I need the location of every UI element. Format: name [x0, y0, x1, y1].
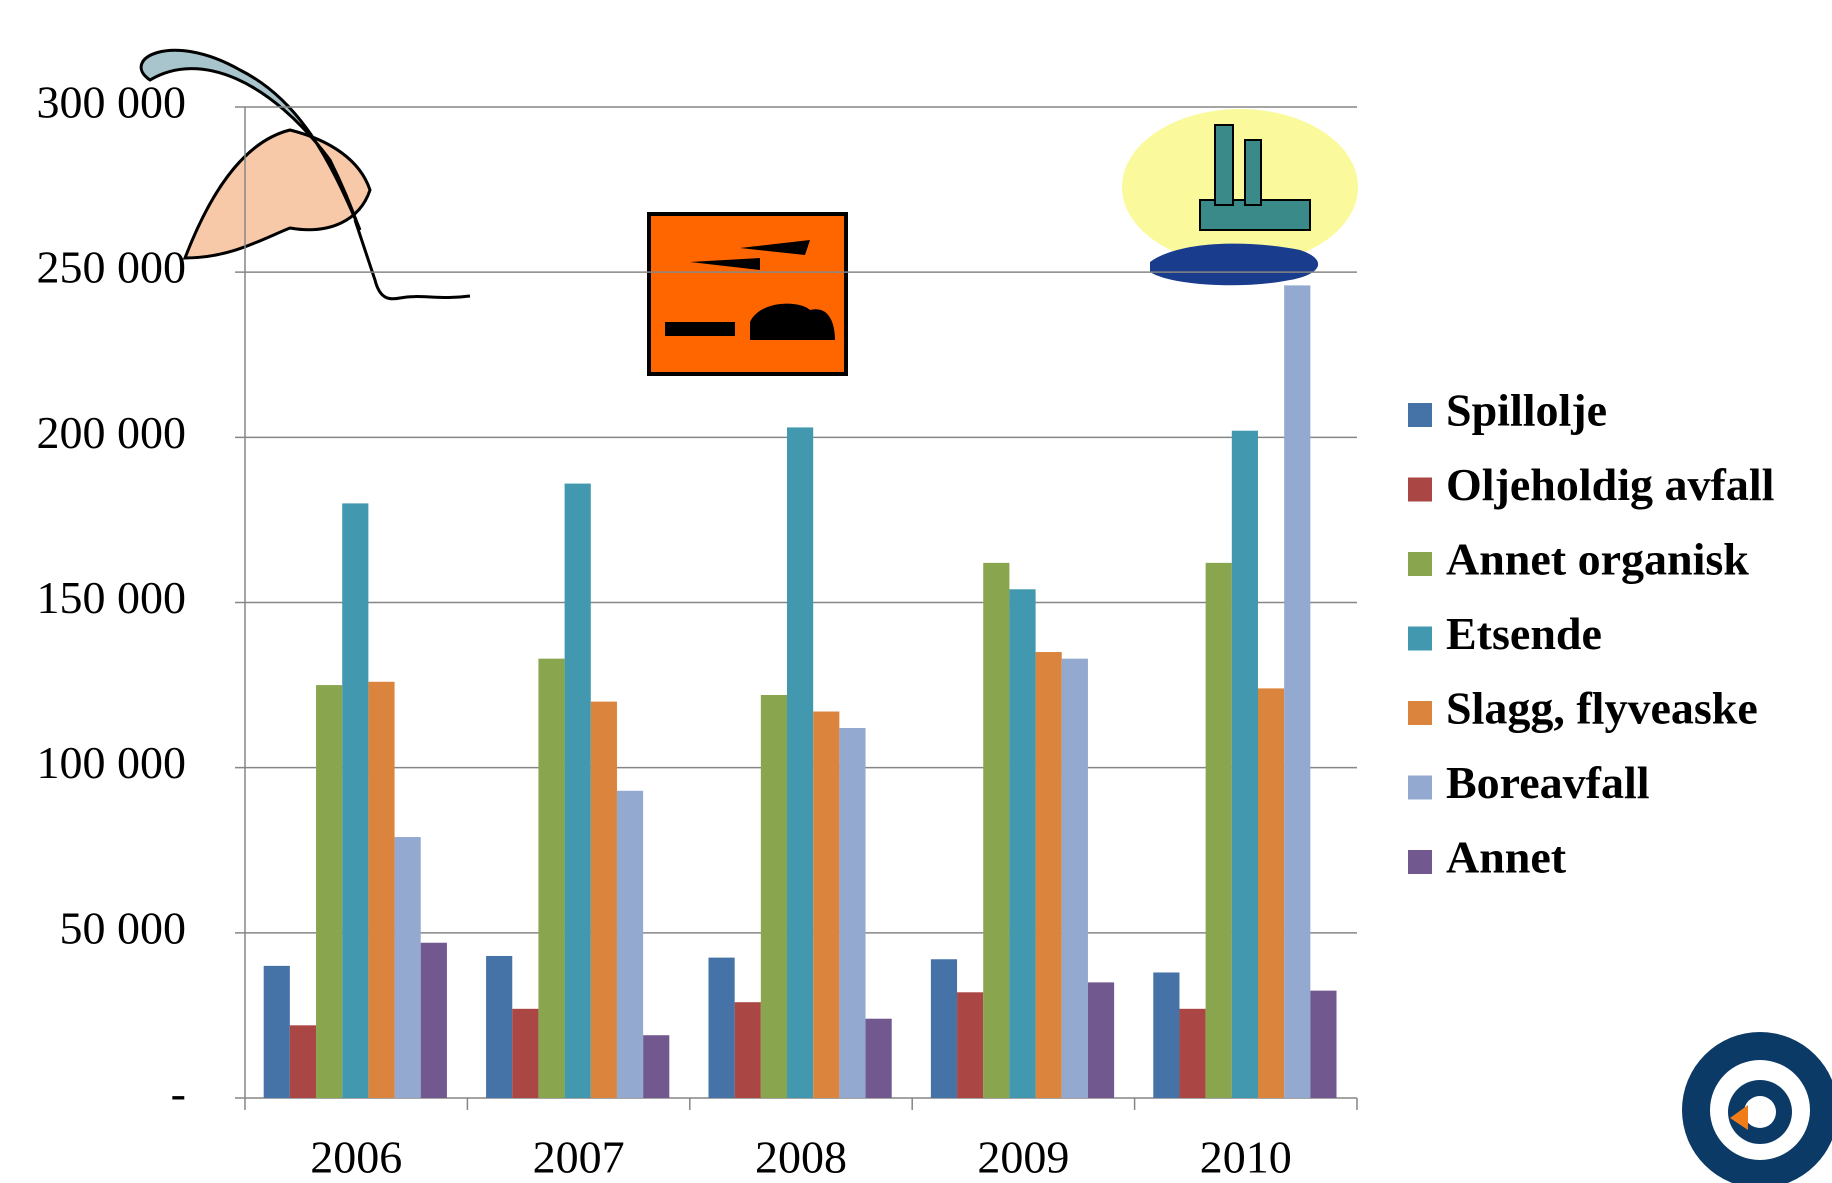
- bar: [865, 1018, 892, 1098]
- legend-swatch: [1408, 477, 1432, 502]
- bar: [564, 483, 591, 1099]
- x-tick-label: 2008: [755, 1132, 847, 1183]
- bar: [289, 1025, 317, 1098]
- bar: [643, 1035, 670, 1098]
- bar: [1153, 972, 1180, 1098]
- legend-swatch: [1408, 850, 1432, 874]
- oil-platform-icon: [1122, 109, 1358, 286]
- legend-label: Etsende: [1446, 608, 1602, 659]
- x-tick-label: 2010: [1200, 1132, 1292, 1183]
- hazard-icon: [647, 212, 848, 376]
- x-tick-label: 2007: [533, 1132, 625, 1183]
- bar: [983, 562, 1010, 1098]
- bar: [787, 427, 814, 1098]
- bar: [512, 1008, 539, 1098]
- bar: [342, 503, 369, 1098]
- bar: [1257, 688, 1285, 1098]
- legend-swatch: [1408, 626, 1432, 651]
- bar: [368, 681, 395, 1098]
- logo: [1682, 1032, 1832, 1183]
- legend-label: Boreavfall: [1446, 757, 1650, 808]
- y-tick-label: 50 000: [60, 902, 187, 953]
- bar: [1061, 658, 1088, 1098]
- bar: [486, 955, 513, 1098]
- bar: [394, 837, 421, 1098]
- feather-icon: [139, 48, 471, 301]
- bar: [839, 728, 866, 1098]
- legend-label: Annet: [1446, 832, 1567, 883]
- legend-label: Oljeholdig avfall: [1446, 459, 1774, 510]
- bar: [316, 685, 343, 1098]
- bar: [813, 711, 840, 1098]
- bar: [590, 701, 617, 1098]
- y-tick-label: 300 000: [37, 77, 187, 128]
- x-tick-label: 2009: [977, 1132, 1069, 1183]
- bar: [1009, 589, 1036, 1098]
- bar: [1179, 1008, 1206, 1098]
- bar: [420, 942, 447, 1098]
- bar: [1231, 430, 1258, 1098]
- x-tick-label: 2006: [310, 1132, 402, 1183]
- y-tick-label: 250 000: [37, 242, 187, 293]
- legend-swatch: [1408, 775, 1432, 800]
- legend-label: Slagg, flyveaske: [1446, 683, 1758, 734]
- legend-swatch: [1408, 701, 1432, 725]
- bar: [957, 992, 984, 1098]
- legend-label: Annet organisk: [1446, 534, 1749, 585]
- y-tick-label: -: [171, 1068, 186, 1119]
- legend-swatch: [1408, 403, 1432, 427]
- bar: [616, 790, 644, 1098]
- legend-label: Spillolje: [1446, 385, 1607, 436]
- bar: [538, 658, 565, 1098]
- bar: [263, 965, 290, 1098]
- bar: [1035, 652, 1062, 1098]
- y-tick-label: 200 000: [37, 407, 187, 458]
- bar: [1310, 990, 1337, 1098]
- bar: [930, 959, 958, 1098]
- bar: [760, 694, 788, 1098]
- bar: [734, 1002, 761, 1098]
- bar: [1205, 562, 1232, 1098]
- bar: [1284, 285, 1311, 1098]
- bar: [708, 957, 735, 1098]
- legend-swatch: [1408, 552, 1432, 576]
- y-tick-label: 150 000: [37, 572, 187, 623]
- y-tick-label: 100 000: [37, 737, 187, 788]
- bar: [1087, 982, 1115, 1098]
